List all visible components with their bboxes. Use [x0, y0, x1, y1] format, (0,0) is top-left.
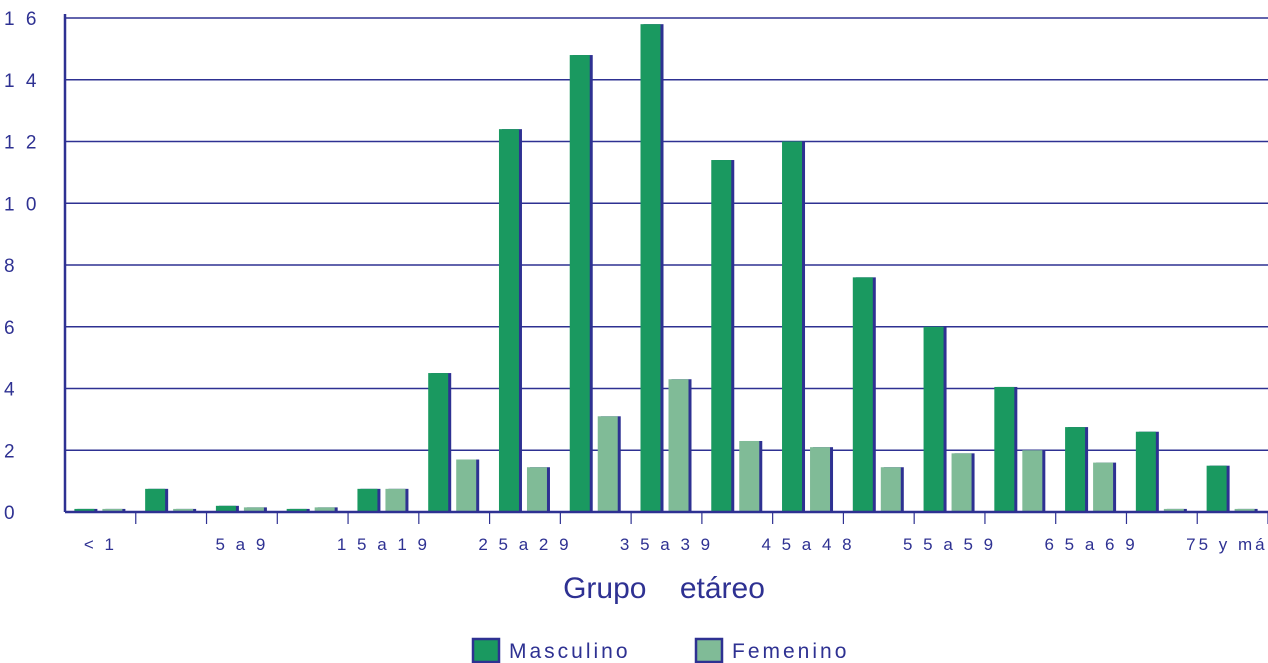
bar-masculino	[74, 508, 95, 512]
bar-femenino	[668, 379, 689, 512]
bar-masculino	[782, 141, 803, 512]
legend-swatch-femenino	[694, 637, 724, 663]
bar-femenino	[526, 467, 547, 512]
bar-femenino	[385, 488, 406, 512]
bar-masculino	[357, 488, 378, 512]
y-tick-label: 1 4	[4, 71, 39, 92]
bar-masculino	[1206, 465, 1227, 512]
bar-masculino	[640, 24, 661, 513]
x-tick-label: 1 5 a 1 9	[337, 535, 430, 554]
x-tick-label: 5 5 a 5 9	[903, 535, 996, 554]
y-tick-label: 1 2	[4, 133, 39, 154]
x-axis-label: Grupo etáreo	[563, 572, 765, 605]
legend-label-masculino: Masculino	[509, 640, 631, 663]
bars	[74, 24, 1258, 513]
bar-femenino	[810, 447, 831, 512]
bar-masculino	[145, 488, 166, 512]
legend-swatch-masculino	[471, 637, 501, 663]
legend: Masculino Femenino	[471, 637, 849, 663]
bar-masculino	[569, 55, 590, 513]
bar-femenino	[243, 507, 264, 512]
bar-masculino	[994, 386, 1015, 512]
y-tick-label: 2	[4, 441, 18, 462]
bar-femenino	[1022, 450, 1043, 512]
legend-label-femenino: Femenino	[732, 640, 849, 663]
bar-femenino	[1163, 508, 1184, 512]
x-axis-ticks: < 1 5 a 9 1 5 a 1 9 2 5 a 2 9 3 5 a 3 9 4 5 a…	[84, 535, 1268, 554]
bar-masculino	[1135, 431, 1156, 512]
y-tick-label: 0	[4, 503, 18, 524]
x-tick-label: 75 y más	[1186, 535, 1268, 554]
bar-femenino	[456, 459, 477, 512]
bar-femenino	[314, 507, 335, 512]
bar-femenino	[173, 508, 194, 512]
y-tick-label: 1 6	[4, 9, 39, 30]
y-tick-label: 4	[4, 380, 18, 401]
bar-masculino	[711, 160, 732, 512]
bar-masculino	[286, 508, 307, 512]
bar-masculino	[923, 326, 944, 512]
bar-masculino	[215, 505, 236, 512]
bar-femenino	[597, 416, 618, 512]
bar-femenino	[1093, 462, 1114, 512]
y-axis-ticks: 0 2 4 6 8 1 0 1 2 1 4 1 6	[4, 9, 39, 524]
y-tick-label: 1 0	[4, 194, 39, 215]
y-tick-label: 6	[4, 318, 18, 339]
bar-masculino	[852, 277, 873, 512]
bar-masculino	[428, 373, 449, 512]
bar-femenino	[1234, 508, 1255, 512]
bar-masculino	[1065, 427, 1086, 512]
x-tick-label: 5 a 9	[216, 535, 269, 554]
bar-femenino	[102, 508, 123, 512]
bar-femenino	[880, 467, 901, 512]
bar-femenino	[739, 440, 760, 512]
x-tick-label: 4 5 a 4 8	[761, 535, 854, 554]
gridlines	[65, 17, 1268, 452]
bar-femenino	[951, 453, 972, 512]
x-tick-label: < 1	[84, 535, 117, 554]
x-tick-label: 3 5 a 3 9	[620, 535, 713, 554]
x-tick-label: 2 5 a 2 9	[478, 535, 571, 554]
axes	[63, 14, 1268, 524]
y-tick-label: 8	[4, 256, 18, 277]
x-tick-label: 6 5 a 6 9	[1045, 535, 1138, 554]
bar-masculino	[498, 129, 519, 512]
